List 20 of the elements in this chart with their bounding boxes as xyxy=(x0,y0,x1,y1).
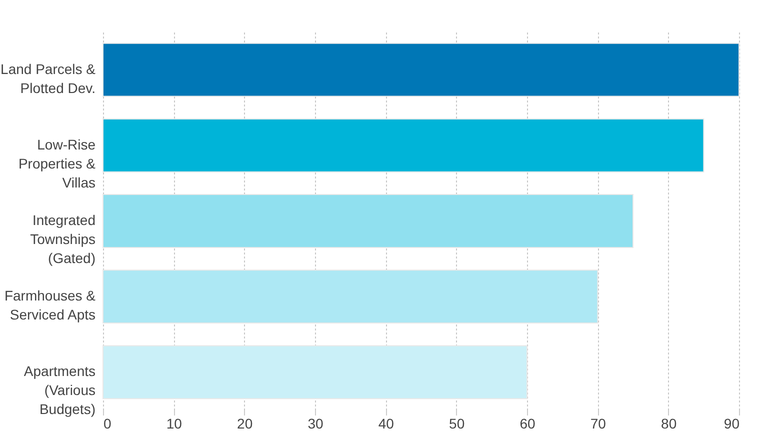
x-tick-label: 30 xyxy=(308,416,324,432)
x-tick-label: 70 xyxy=(590,416,606,432)
y-tick-label: Land Parcels & Plotted Dev. xyxy=(0,60,96,96)
bar xyxy=(102,345,528,400)
x-tick-label: 50 xyxy=(449,416,465,432)
x-tick-label: 10 xyxy=(166,416,182,432)
bar xyxy=(102,194,634,248)
y-tick-label: Integrated Townships (Gated) xyxy=(30,212,96,266)
x-tick-label: 60 xyxy=(520,416,536,432)
y-tick-label: Low-Rise Properties & Villas xyxy=(18,136,96,190)
bar xyxy=(102,42,740,97)
x-tick-label: 80 xyxy=(661,416,677,432)
bar xyxy=(102,118,704,172)
x-tick-label: 0 xyxy=(104,416,112,432)
x-tick-label: 20 xyxy=(237,416,253,432)
x-tick-label: 40 xyxy=(378,416,394,432)
x-tick-label: 90 xyxy=(724,416,740,432)
y-tick-label: Farmhouses & Serviced Apts xyxy=(4,288,96,323)
bar xyxy=(102,270,598,324)
y-tick-label: Apartments (Various Budgets) xyxy=(24,363,96,418)
